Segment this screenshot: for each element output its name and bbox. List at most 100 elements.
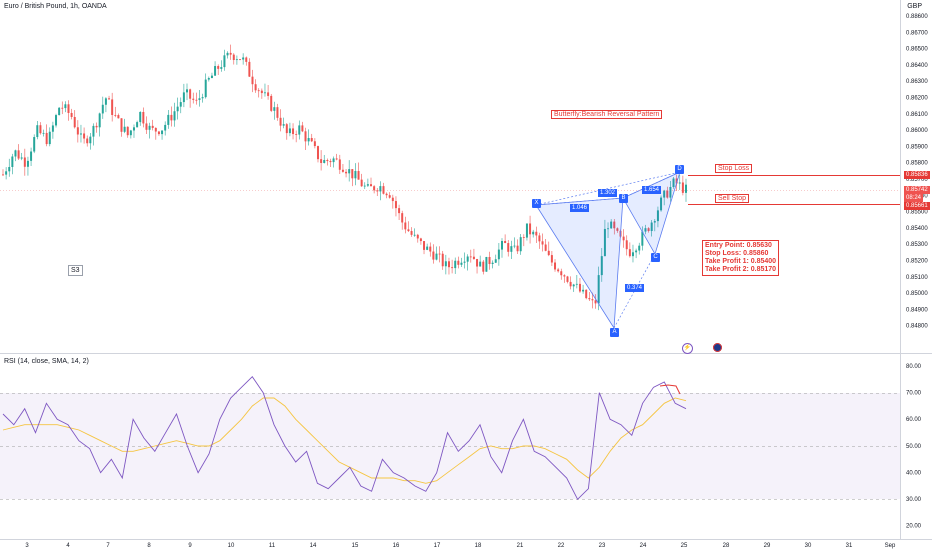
flash-icon[interactable]: ⚡ bbox=[682, 343, 693, 354]
candle-body bbox=[220, 67, 223, 69]
point-c-label[interactable]: C bbox=[651, 253, 660, 262]
candle-body bbox=[360, 179, 363, 187]
candle-body bbox=[254, 84, 257, 91]
rsi-line bbox=[2, 376, 687, 501]
candle-body bbox=[647, 228, 650, 232]
candle-body bbox=[326, 160, 329, 162]
candle-body bbox=[11, 156, 14, 167]
candle-body bbox=[51, 125, 54, 132]
rsi-divergence-line bbox=[659, 384, 681, 395]
candle-body bbox=[441, 253, 444, 267]
candle-body bbox=[198, 98, 201, 100]
candle-body bbox=[251, 76, 254, 85]
session-badge[interactable]: S3 bbox=[68, 265, 83, 276]
rsi-tick-label: 40.00 bbox=[906, 470, 922, 476]
time-axis-ticks[interactable]: 3 4 7 8 9 10 11 14 15 16 17 18 21 22 23 24 25 28 29 30 31 Sep bbox=[25, 543, 896, 549]
candle-body bbox=[313, 141, 316, 147]
price-tick-label: 0.86700 bbox=[906, 30, 928, 36]
candle-body bbox=[242, 57, 245, 60]
point-b-label[interactable]: B bbox=[619, 194, 628, 203]
candle-body bbox=[519, 237, 522, 252]
time-tick-label: 14 bbox=[310, 543, 317, 549]
candle-body bbox=[463, 261, 466, 263]
candle-body bbox=[644, 228, 647, 232]
candle-body bbox=[273, 107, 276, 111]
price-tick-label: 0.85500 bbox=[906, 210, 928, 216]
candle-body bbox=[557, 269, 560, 272]
price-tick-label: 0.85100 bbox=[906, 275, 928, 281]
candle-body bbox=[544, 244, 547, 251]
candle-body bbox=[635, 250, 638, 253]
point-d-label[interactable]: D bbox=[675, 165, 684, 174]
price-tick-label: 0.84900 bbox=[906, 307, 928, 313]
candle-body bbox=[120, 118, 123, 132]
candle-body bbox=[341, 169, 344, 172]
candle-body bbox=[348, 169, 351, 174]
candle-body bbox=[497, 249, 500, 260]
candle-body bbox=[597, 275, 600, 304]
pattern-xab-triangle bbox=[535, 197, 624, 330]
candle-body bbox=[685, 184, 687, 193]
candle-body bbox=[410, 231, 413, 235]
butterfly-pattern[interactable] bbox=[535, 171, 681, 330]
candle-body bbox=[560, 271, 563, 276]
pattern-label[interactable]: Butterfly:Bearish Reversal Pattern bbox=[551, 110, 663, 119]
stop-loss-label[interactable]: Stop Loss bbox=[715, 164, 753, 173]
candle-body bbox=[170, 114, 173, 121]
candle-body bbox=[164, 124, 167, 131]
candle-body bbox=[510, 246, 513, 252]
pattern-bcd-triangle bbox=[622, 171, 681, 256]
candle-body bbox=[30, 151, 33, 161]
rsi-axis-ticks: 80.00 70.00 60.00 50.00 40.00 30.00 20.00 bbox=[906, 364, 922, 530]
price-pane[interactable] bbox=[0, 0, 900, 353]
candle-body bbox=[366, 184, 369, 186]
symbol-title[interactable]: Euro / British Pound, 1h, OANDA bbox=[4, 3, 107, 10]
price-tick-label: 0.86500 bbox=[906, 47, 928, 53]
candle-body bbox=[229, 52, 232, 55]
sell-stop-label[interactable]: Sell Stop bbox=[715, 194, 750, 203]
candle-body bbox=[541, 241, 544, 245]
candle-body bbox=[157, 131, 160, 135]
point-x-label[interactable]: X bbox=[532, 199, 541, 208]
price-tick-label: 0.86300 bbox=[906, 79, 928, 85]
candle-body bbox=[345, 171, 348, 174]
event-icon[interactable] bbox=[713, 343, 722, 352]
candle-body bbox=[58, 107, 61, 116]
candle-body bbox=[73, 116, 76, 128]
candle-body bbox=[603, 228, 606, 257]
candle-body bbox=[435, 253, 438, 260]
currency-label: GBP bbox=[907, 3, 922, 10]
time-tick-label: 3 bbox=[25, 543, 29, 549]
candle-body bbox=[591, 299, 594, 301]
candle-body bbox=[55, 115, 58, 126]
candle-body bbox=[20, 157, 23, 159]
candle-body bbox=[660, 197, 663, 211]
candle-body bbox=[67, 104, 70, 113]
price-tick-label: 0.85900 bbox=[906, 144, 928, 150]
candle-body bbox=[70, 112, 73, 117]
trade-info-box[interactable]: Entry Point: 0.85630 Stop Loss: 0.85860 … bbox=[702, 240, 780, 276]
last-price-tag: 0.85742 bbox=[904, 186, 930, 194]
rsi-title[interactable]: RSI (14, close, SMA, 14, 2) bbox=[4, 358, 89, 365]
candle-body bbox=[485, 256, 488, 272]
rsi-band-fill bbox=[0, 393, 900, 499]
time-tick-label: 30 bbox=[805, 543, 812, 549]
take-profit-2-text: Take Profit 2: 0.85170 bbox=[705, 266, 777, 273]
candle-body bbox=[382, 186, 385, 194]
candle-body bbox=[323, 160, 326, 163]
candle-body bbox=[61, 107, 64, 109]
candle-body bbox=[554, 262, 557, 270]
rsi-tick-label: 70.00 bbox=[906, 391, 922, 397]
candle-body bbox=[547, 250, 550, 256]
time-tick-label: 22 bbox=[558, 543, 565, 549]
point-a-label[interactable]: A bbox=[610, 328, 619, 337]
price-tick-label: 0.88600 bbox=[906, 14, 928, 20]
candle-body bbox=[92, 125, 95, 137]
price-axis-ticks: 0.88600 0.86700 0.86500 0.86400 0.86300 0.862… bbox=[906, 14, 928, 330]
candle-body bbox=[226, 52, 229, 56]
candle-body bbox=[14, 150, 17, 157]
price-tick-label: 0.85000 bbox=[906, 291, 928, 297]
candle-body bbox=[101, 104, 104, 114]
candle-body bbox=[182, 92, 185, 103]
